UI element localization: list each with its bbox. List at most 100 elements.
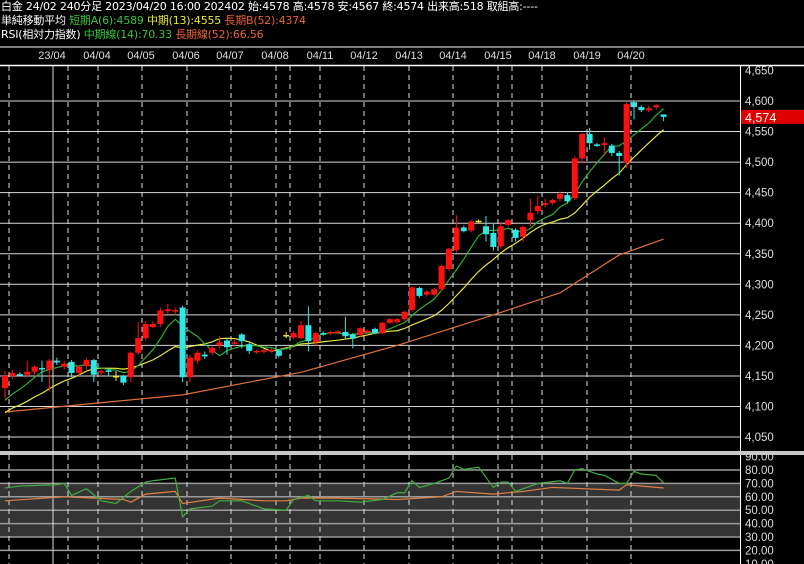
- candle-up: [312, 333, 319, 343]
- rsi-tick-label: 80.00: [745, 465, 774, 477]
- candle-down: [246, 344, 253, 351]
- rsi-tick-label: 20.00: [745, 545, 774, 557]
- date-label: 23/04: [38, 50, 66, 62]
- date-label: 04/12: [350, 50, 378, 62]
- candle-up: [542, 203, 549, 205]
- price-tick-label: 4,350: [745, 249, 774, 261]
- candle-up: [216, 342, 223, 346]
- candle-up: [113, 375, 119, 378]
- candle-up: [83, 360, 90, 367]
- candle-up: [549, 199, 556, 204]
- candle-up: [386, 319, 393, 323]
- candle-up: [9, 372, 16, 376]
- date-label: 04/05: [127, 50, 155, 62]
- candle-down: [586, 133, 593, 144]
- candle-up: [379, 322, 386, 334]
- ma-mid-line: [4, 129, 664, 414]
- candle-up: [164, 309, 171, 312]
- candle-down: [660, 114, 667, 117]
- candle-down: [608, 145, 615, 153]
- candle-down: [416, 287, 423, 296]
- candle-up: [401, 311, 408, 320]
- candle-down: [90, 360, 97, 375]
- candle-up: [527, 212, 534, 221]
- candle-up: [261, 350, 267, 352]
- candle-up: [290, 333, 297, 338]
- pane-splitter: [0, 451, 804, 455]
- candle-down: [120, 375, 127, 383]
- candle-up: [438, 265, 445, 290]
- candle-down: [320, 333, 327, 335]
- candle-up: [394, 319, 401, 323]
- candle-down: [105, 370, 112, 372]
- price-tick-label: 4,100: [745, 402, 774, 414]
- candle-up: [150, 324, 156, 328]
- candle-up: [601, 143, 608, 145]
- price-tick-label: 4,150: [745, 371, 774, 383]
- candle-up: [187, 357, 193, 378]
- candle-up: [623, 104, 630, 163]
- candle-down: [224, 340, 230, 348]
- ma-legend: 単純移動平均 短期A(6):4589 中期(13):4555 長期B(52):4…: [1, 14, 306, 28]
- price-tick-label: 4,050: [745, 432, 774, 444]
- candle-up: [505, 220, 512, 226]
- candle-up: [357, 328, 364, 336]
- date-label: 04/13: [395, 50, 423, 62]
- ma-short-line: [4, 108, 664, 401]
- rsi-long-line: [4, 484, 664, 505]
- candle-up: [135, 338, 142, 353]
- ma-long-line: [4, 238, 664, 413]
- date-label: 04/08: [261, 50, 289, 62]
- rsi-tick-label: 70.00: [745, 478, 774, 490]
- candle-up: [298, 325, 304, 339]
- candle-down: [201, 354, 208, 357]
- candle-down: [349, 334, 356, 339]
- candle-up: [268, 349, 275, 352]
- candle-up: [579, 133, 586, 159]
- price-tick-label: 4,500: [745, 157, 774, 169]
- date-label: 04/20: [617, 50, 645, 62]
- candle-up: [423, 291, 430, 295]
- date-label: 04/06: [172, 50, 200, 62]
- candle-up: [142, 324, 149, 339]
- rsi-mid-legend: 中期線(14):70.33: [83, 28, 172, 41]
- candle-down: [483, 226, 489, 235]
- date-label: 04/04: [83, 50, 111, 62]
- candle-up: [520, 226, 526, 237]
- candle-up: [327, 331, 334, 334]
- candle-up: [653, 105, 660, 108]
- candle-up: [98, 371, 105, 373]
- candle-up: [24, 371, 31, 375]
- candle-up: [446, 248, 452, 270]
- candle-down: [490, 232, 497, 248]
- candle-up: [31, 366, 38, 372]
- rsi-tick-label: 40.00: [745, 519, 774, 531]
- rsi-legend: RSI(相対力指数) 中期線(14):70.33 長期線(52):66.56: [1, 28, 264, 42]
- candle-up: [253, 350, 260, 353]
- candle-down: [16, 374, 23, 376]
- candle-up: [46, 360, 53, 370]
- candle-down: [39, 368, 45, 370]
- last-price-marker: [741, 109, 804, 124]
- price-tick-label: 4,200: [745, 340, 774, 352]
- ma-long-legend: 長期B(52):4374: [224, 14, 306, 27]
- rsi-long-legend: 長期線(52):66.56: [175, 28, 264, 41]
- candle-up: [364, 330, 371, 333]
- price-tick-label: 4,550: [745, 127, 774, 139]
- candle-up: [157, 310, 164, 325]
- candle-up: [231, 342, 238, 344]
- price-tick-label: 4,250: [745, 310, 774, 322]
- candle-up: [497, 226, 504, 247]
- candle-up: [283, 335, 290, 337]
- rsi-tick-label: 60.00: [745, 492, 774, 504]
- ma-short-legend: 短期A(6):4589: [69, 14, 144, 27]
- date-label: 04/14: [439, 50, 467, 62]
- candle-up: [475, 220, 482, 223]
- quote-summary: 白金 24/02 240分足 2023/04/20 16:00 202402 始…: [1, 0, 538, 13]
- price-tick-label: 4,650: [745, 65, 774, 77]
- rsi-tick-label: 30.00: [745, 532, 774, 544]
- candle-up: [534, 206, 541, 211]
- candle-up: [571, 158, 578, 199]
- candle-up: [645, 108, 652, 111]
